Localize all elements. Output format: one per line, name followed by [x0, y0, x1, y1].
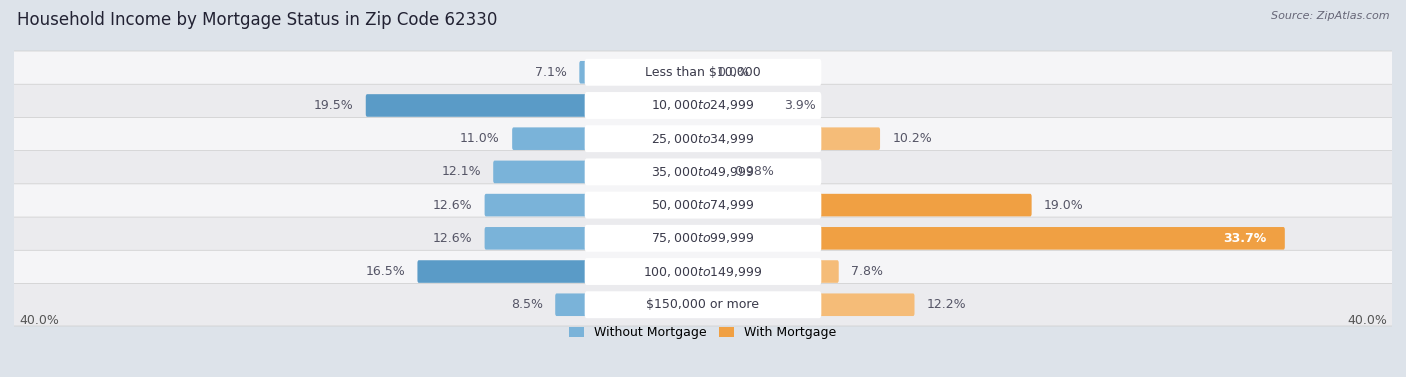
- Text: $50,000 to $74,999: $50,000 to $74,999: [651, 198, 755, 212]
- Text: 10.2%: 10.2%: [893, 132, 932, 145]
- FancyBboxPatch shape: [485, 227, 704, 250]
- FancyBboxPatch shape: [585, 225, 821, 252]
- Text: Household Income by Mortgage Status in Zip Code 62330: Household Income by Mortgage Status in Z…: [17, 11, 498, 29]
- Text: 12.2%: 12.2%: [927, 298, 966, 311]
- Text: 12.1%: 12.1%: [441, 166, 481, 178]
- Text: Source: ZipAtlas.com: Source: ZipAtlas.com: [1271, 11, 1389, 21]
- FancyBboxPatch shape: [6, 84, 1400, 127]
- FancyBboxPatch shape: [702, 194, 1032, 216]
- FancyBboxPatch shape: [6, 51, 1400, 93]
- FancyBboxPatch shape: [6, 250, 1400, 293]
- Text: 19.0%: 19.0%: [1045, 199, 1084, 211]
- FancyBboxPatch shape: [585, 59, 821, 86]
- Text: 11.0%: 11.0%: [460, 132, 499, 145]
- FancyBboxPatch shape: [702, 227, 1285, 250]
- Text: 40.0%: 40.0%: [20, 314, 59, 327]
- Text: 8.5%: 8.5%: [510, 298, 543, 311]
- FancyBboxPatch shape: [6, 151, 1400, 193]
- FancyBboxPatch shape: [579, 61, 704, 84]
- FancyBboxPatch shape: [6, 184, 1400, 226]
- Text: 16.5%: 16.5%: [366, 265, 405, 278]
- FancyBboxPatch shape: [702, 293, 914, 316]
- Text: 40.0%: 40.0%: [1347, 314, 1386, 327]
- FancyBboxPatch shape: [585, 92, 821, 119]
- FancyBboxPatch shape: [585, 192, 821, 219]
- Text: 7.1%: 7.1%: [536, 66, 567, 79]
- Text: $150,000 or more: $150,000 or more: [647, 298, 759, 311]
- FancyBboxPatch shape: [702, 94, 772, 117]
- Text: $100,000 to $149,999: $100,000 to $149,999: [644, 265, 762, 279]
- Text: $35,000 to $49,999: $35,000 to $49,999: [651, 165, 755, 179]
- Text: 0.0%: 0.0%: [717, 66, 749, 79]
- Text: $10,000 to $24,999: $10,000 to $24,999: [651, 98, 755, 112]
- Text: $25,000 to $34,999: $25,000 to $34,999: [651, 132, 755, 146]
- FancyBboxPatch shape: [585, 125, 821, 152]
- FancyBboxPatch shape: [702, 161, 721, 183]
- FancyBboxPatch shape: [702, 260, 839, 283]
- FancyBboxPatch shape: [418, 260, 704, 283]
- FancyBboxPatch shape: [555, 293, 704, 316]
- Text: 0.98%: 0.98%: [734, 166, 773, 178]
- Legend: Without Mortgage, With Mortgage: Without Mortgage, With Mortgage: [564, 321, 842, 344]
- Text: 7.8%: 7.8%: [851, 265, 883, 278]
- Text: 12.6%: 12.6%: [433, 199, 472, 211]
- FancyBboxPatch shape: [585, 158, 821, 185]
- Text: $75,000 to $99,999: $75,000 to $99,999: [651, 231, 755, 245]
- Text: 19.5%: 19.5%: [314, 99, 353, 112]
- Text: 12.6%: 12.6%: [433, 232, 472, 245]
- Text: Less than $10,000: Less than $10,000: [645, 66, 761, 79]
- FancyBboxPatch shape: [6, 117, 1400, 160]
- Text: 3.9%: 3.9%: [785, 99, 815, 112]
- Text: 33.7%: 33.7%: [1223, 232, 1267, 245]
- FancyBboxPatch shape: [366, 94, 704, 117]
- FancyBboxPatch shape: [485, 194, 704, 216]
- FancyBboxPatch shape: [6, 284, 1400, 326]
- FancyBboxPatch shape: [702, 127, 880, 150]
- FancyBboxPatch shape: [585, 258, 821, 285]
- FancyBboxPatch shape: [494, 161, 704, 183]
- FancyBboxPatch shape: [6, 217, 1400, 260]
- FancyBboxPatch shape: [512, 127, 704, 150]
- FancyBboxPatch shape: [585, 291, 821, 318]
